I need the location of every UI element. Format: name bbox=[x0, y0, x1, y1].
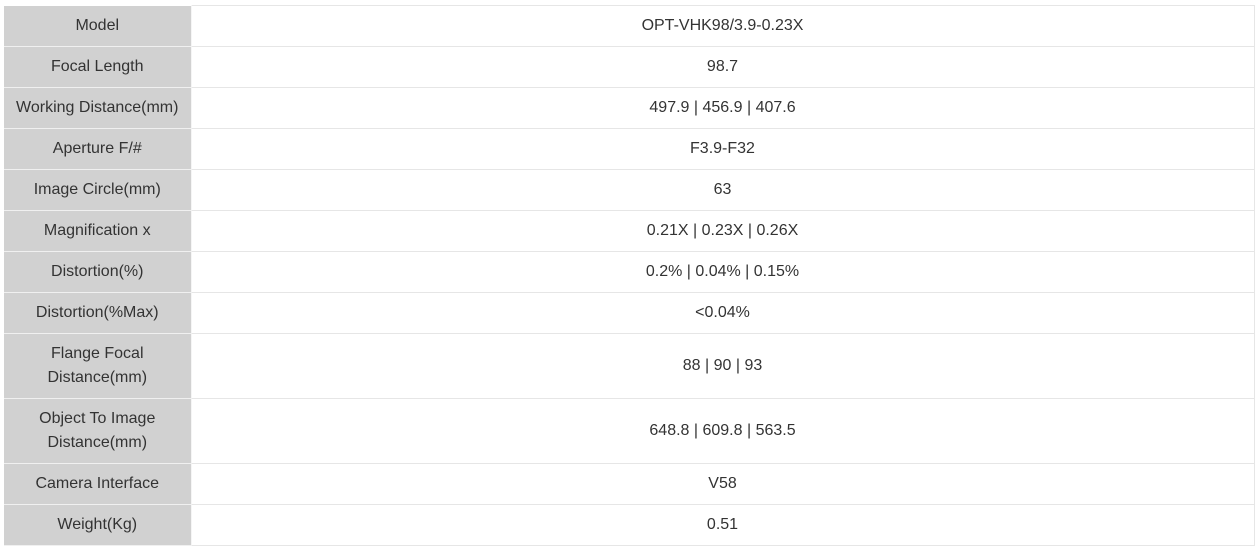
spec-row-magnification: Magnification x 0.21X | 0.23X | 0.26X bbox=[4, 210, 1255, 252]
spec-label: Magnification x bbox=[4, 210, 192, 252]
spec-label: Distortion(%Max) bbox=[4, 292, 192, 334]
spec-value: 497.9 | 456.9 | 407.6 bbox=[191, 87, 1255, 129]
spec-value: 0.51 bbox=[191, 504, 1255, 546]
spec-row-weight: Weight(Kg) 0.51 bbox=[4, 504, 1255, 546]
spec-row-flange-focal-distance: Flange Focal Distance(mm) 88 | 90 | 93 bbox=[4, 333, 1255, 399]
spec-row-object-to-image-distance: Object To Image Distance(mm) 648.8 | 609… bbox=[4, 398, 1255, 464]
spec-value: V58 bbox=[191, 463, 1255, 505]
spec-value: 0.21X | 0.23X | 0.26X bbox=[191, 210, 1255, 252]
spec-label: Object To Image Distance(mm) bbox=[4, 398, 192, 464]
spec-label: Aperture F/# bbox=[4, 128, 192, 170]
spec-label: Weight(Kg) bbox=[4, 504, 192, 546]
spec-value: 63 bbox=[191, 169, 1255, 211]
spec-value: 0.2% | 0.04% | 0.15% bbox=[191, 251, 1255, 293]
spec-row-working-distance: Working Distance(mm) 497.9 | 456.9 | 407… bbox=[4, 87, 1255, 129]
spec-label: Model bbox=[4, 5, 192, 47]
spec-value: F3.9-F32 bbox=[191, 128, 1255, 170]
spec-row-aperture: Aperture F/# F3.9-F32 bbox=[4, 128, 1255, 170]
spec-value: <0.04% bbox=[191, 292, 1255, 334]
spec-row-camera-interface: Camera Interface V58 bbox=[4, 463, 1255, 505]
spec-value: OPT-VHK98/3.9-0.23X bbox=[191, 5, 1255, 47]
spec-row-image-circle: Image Circle(mm) 63 bbox=[4, 169, 1255, 211]
spec-label: Distortion(%) bbox=[4, 251, 192, 293]
spec-table: Model OPT-VHK98/3.9-0.23X Focal Length 9… bbox=[4, 5, 1255, 546]
spec-label: Camera Interface bbox=[4, 463, 192, 505]
spec-row-distortion: Distortion(%) 0.2% | 0.04% | 0.15% bbox=[4, 251, 1255, 293]
spec-row-focal-length: Focal Length 98.7 bbox=[4, 46, 1255, 88]
spec-value: 648.8 | 609.8 | 563.5 bbox=[191, 398, 1255, 464]
spec-label: Working Distance(mm) bbox=[4, 87, 192, 129]
spec-row-model: Model OPT-VHK98/3.9-0.23X bbox=[4, 5, 1255, 47]
spec-value: 88 | 90 | 93 bbox=[191, 333, 1255, 399]
spec-row-distortion-max: Distortion(%Max) <0.04% bbox=[4, 292, 1255, 334]
spec-label: Focal Length bbox=[4, 46, 192, 88]
spec-label: Image Circle(mm) bbox=[4, 169, 192, 211]
spec-label: Flange Focal Distance(mm) bbox=[4, 333, 192, 399]
spec-value: 98.7 bbox=[191, 46, 1255, 88]
